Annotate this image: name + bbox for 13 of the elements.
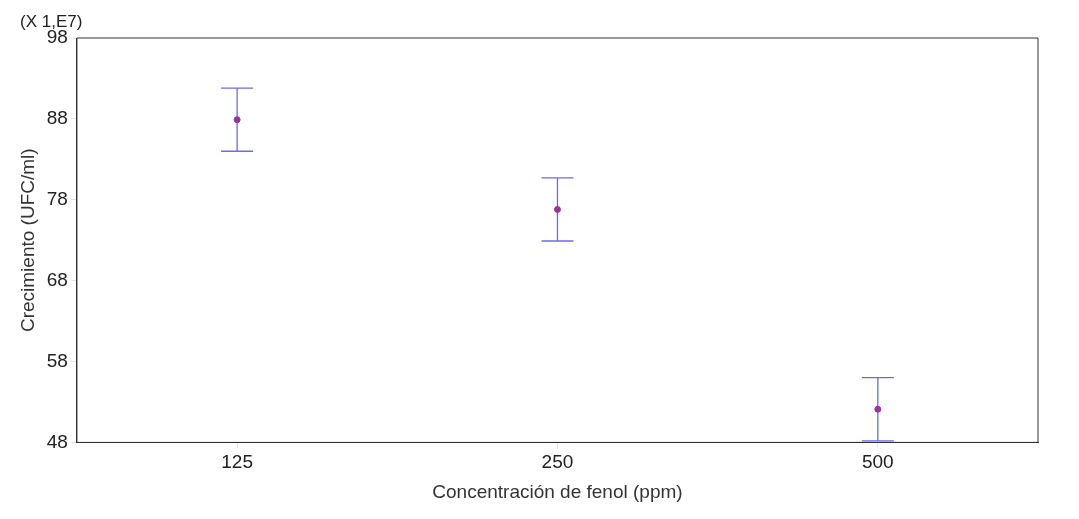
y-tick-label: 58: [46, 349, 68, 371]
x-axis-title: Concentración de fenol (ppm): [432, 480, 683, 502]
y-tick-label: 68: [46, 268, 68, 290]
point: [553, 205, 561, 213]
y-tick-label: 48: [46, 430, 68, 452]
y-tick-label: 88: [46, 107, 68, 129]
y-axis-title: Crecimiento (UFC/ml): [16, 148, 38, 333]
y-tick-label: 78: [46, 187, 68, 209]
x-tick-label: 250: [541, 451, 574, 473]
x-tick-label: 500: [861, 451, 894, 473]
x-tick-label: 125: [221, 451, 253, 473]
point: [874, 405, 882, 413]
point: [233, 116, 241, 124]
